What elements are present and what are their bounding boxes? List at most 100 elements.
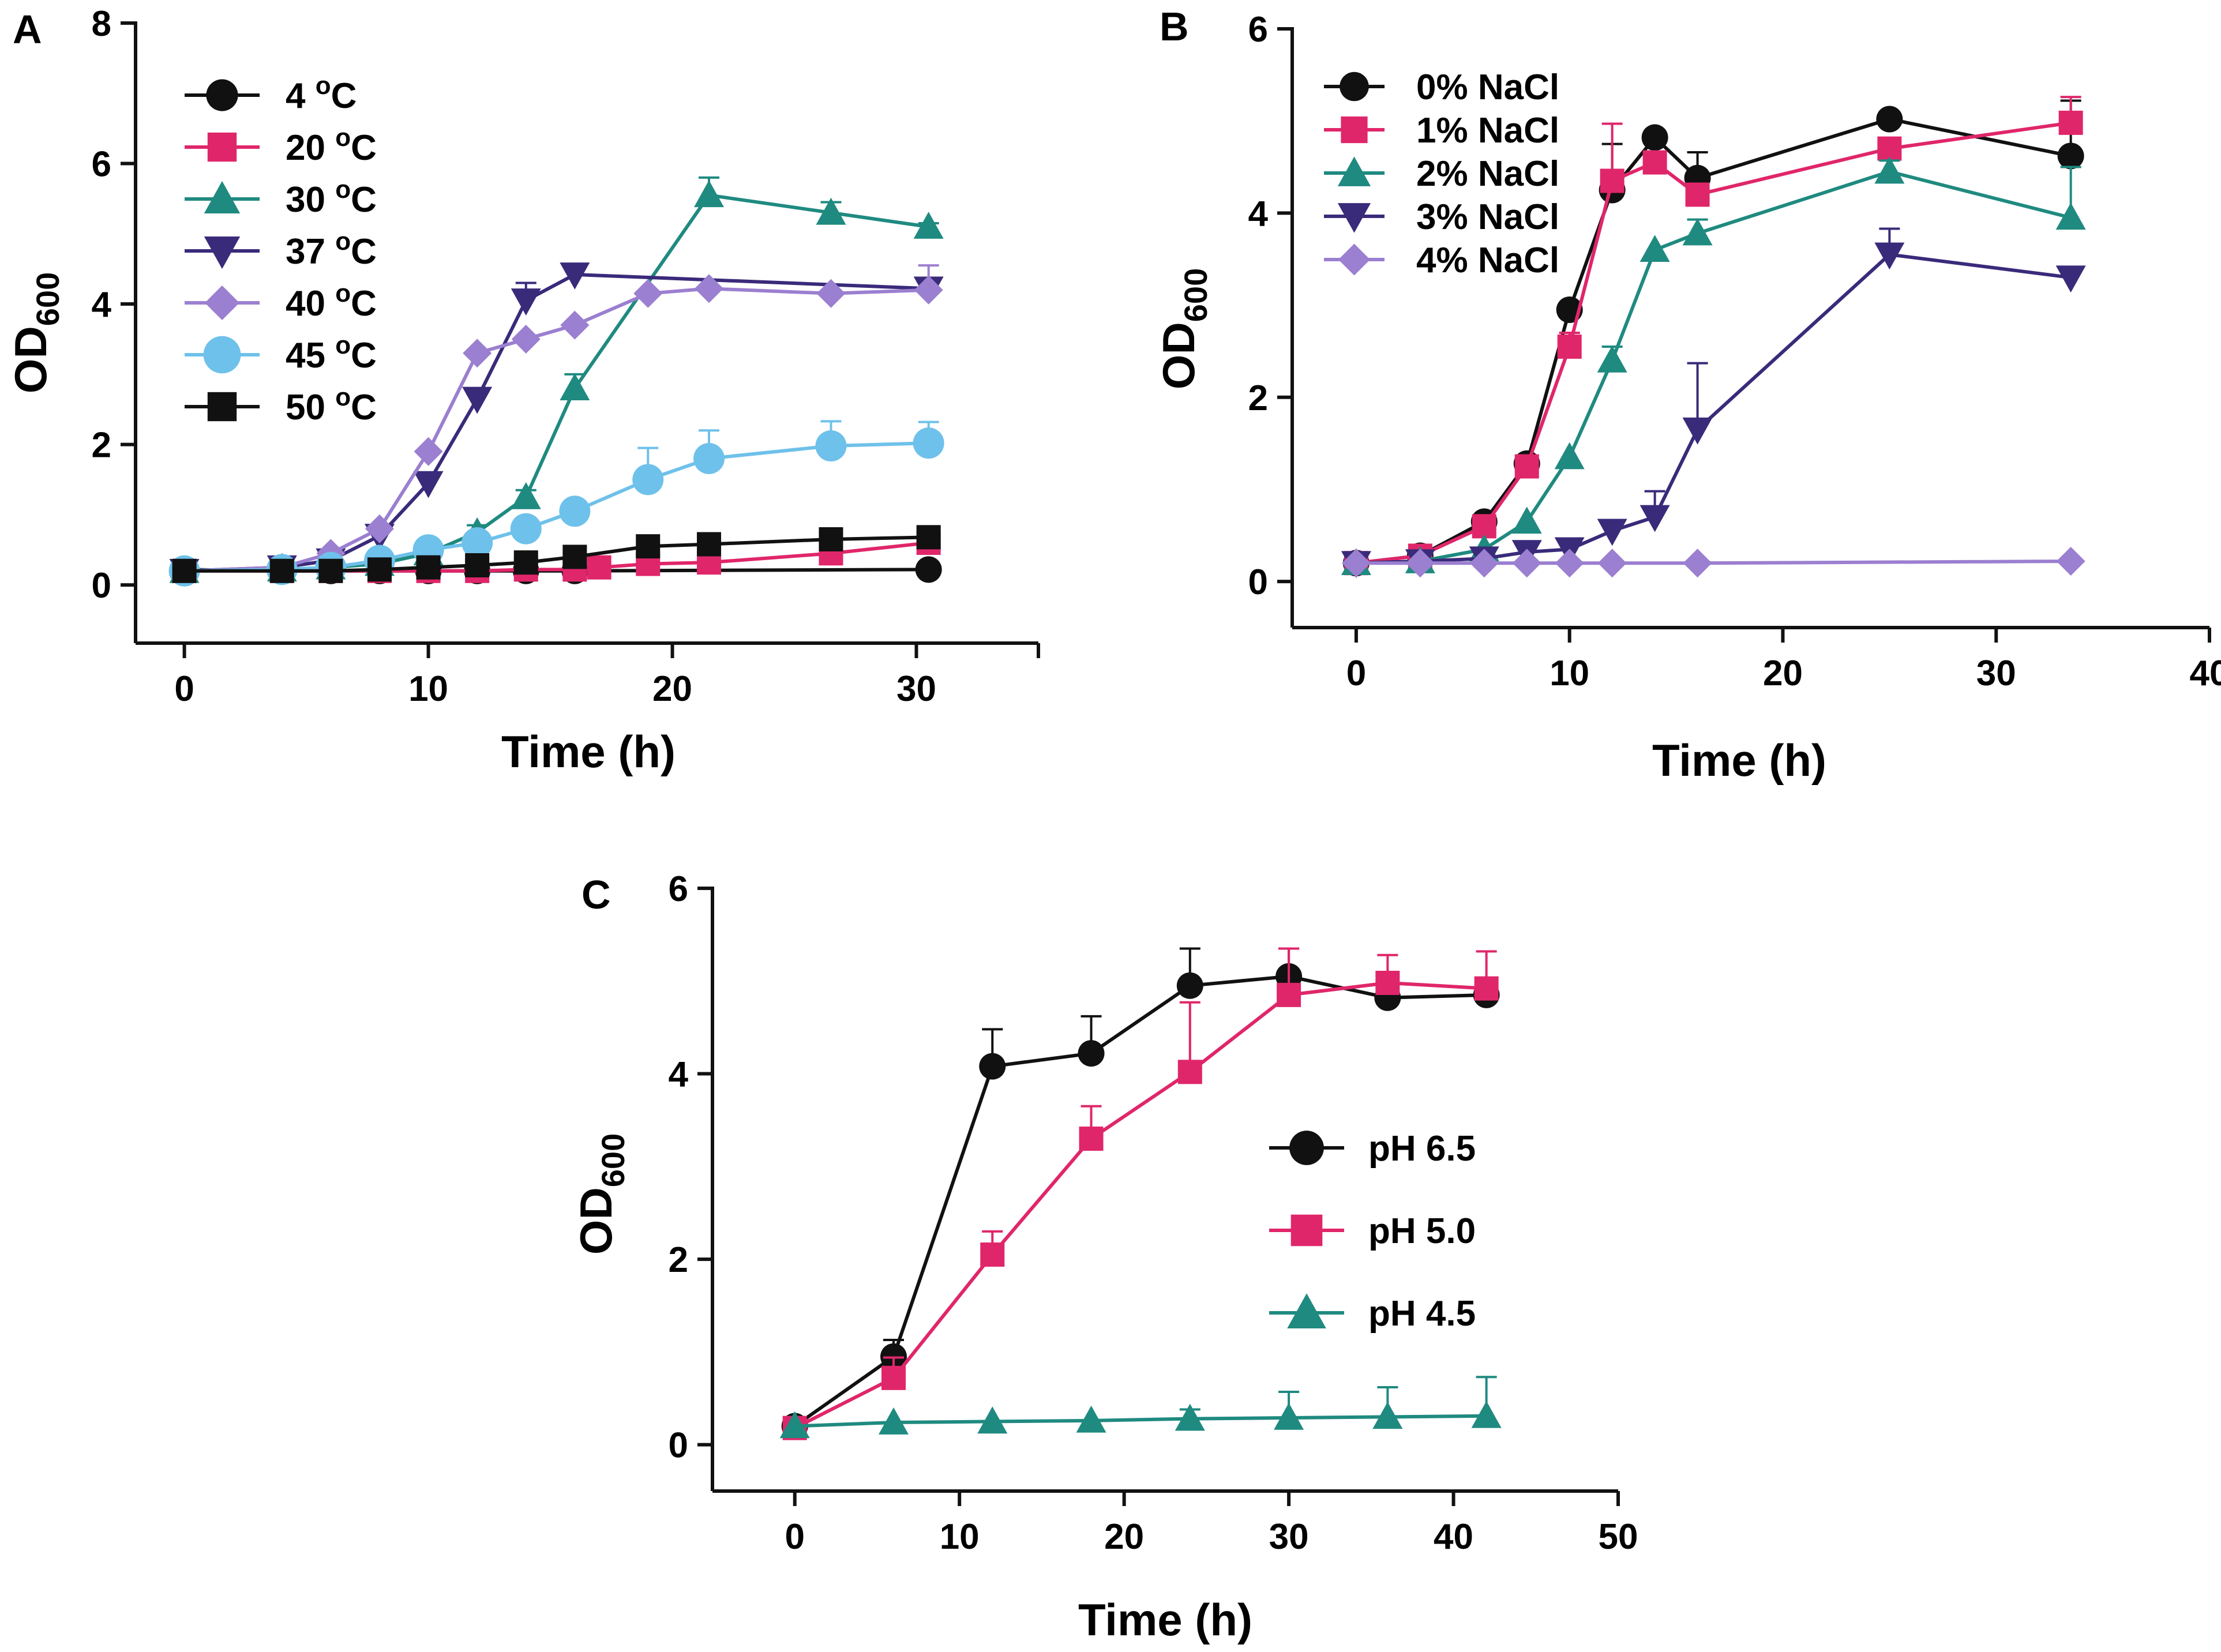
- data-point: [562, 545, 587, 569]
- legend-item: pH 6.5: [1269, 1129, 1476, 1169]
- data-point: [1512, 549, 1541, 578]
- legend-label-unit: C: [351, 388, 377, 427]
- x-axis-title: Time (h): [1078, 1594, 1252, 1645]
- series-2: [782, 947, 1499, 1440]
- x-tick-label: 0: [785, 1517, 804, 1557]
- legend-item: 20 oC: [185, 123, 377, 168]
- legend-item: 4% NaCl: [1324, 241, 1559, 280]
- data-point: [1685, 182, 1710, 207]
- data-point: [1642, 150, 1667, 175]
- data-point: [416, 555, 441, 580]
- panel-letter: A: [13, 7, 42, 52]
- data-point: [819, 527, 843, 551]
- data-point: [463, 339, 492, 368]
- legend-label: 4 oC: [286, 72, 357, 116]
- series-line: [794, 981, 1487, 1430]
- data-point: [367, 557, 392, 582]
- series-line: [184, 441, 929, 573]
- data-point: [1474, 976, 1499, 1001]
- data-point: [1876, 106, 1903, 133]
- data-point: [1076, 1405, 1106, 1433]
- data-point: [365, 514, 394, 543]
- y-tick-label: 8: [92, 4, 111, 44]
- legend-item: 37 oC: [185, 227, 377, 272]
- data-point: [1375, 970, 1400, 995]
- x-axis-title: Time (h): [501, 726, 676, 777]
- data-point: [816, 279, 846, 308]
- data-point: [1338, 243, 1370, 276]
- legend-item: 0% NaCl: [1324, 67, 1559, 107]
- legend-label-unit: C: [351, 128, 377, 168]
- x-tick-label: 40: [1434, 1517, 1473, 1557]
- data-point: [2055, 202, 2086, 230]
- x-tick-label: 30: [1976, 654, 2016, 693]
- legend-item: 50 oC: [185, 383, 377, 427]
- data-point: [1597, 549, 1627, 578]
- legend-label-main: 50: [286, 388, 335, 427]
- data-point: [560, 310, 590, 340]
- legend-label: 45 oC: [286, 331, 377, 376]
- legend-label-main: 40: [286, 284, 335, 324]
- data-point: [207, 392, 237, 422]
- legend-label-unit: C: [351, 336, 377, 376]
- legend-label: pH 6.5: [1368, 1129, 1476, 1169]
- y-tick-label: 6: [92, 145, 111, 185]
- data-point: [914, 275, 943, 305]
- data-point: [1597, 519, 1627, 546]
- y-axis-title-sub: 600: [595, 1133, 631, 1187]
- data-point: [2055, 265, 2086, 293]
- x-tick-label: 10: [940, 1517, 980, 1557]
- y-tick-label: 0: [1248, 562, 1268, 602]
- data-point: [696, 532, 721, 557]
- data-point: [1469, 549, 1499, 578]
- data-point: [2057, 142, 2084, 170]
- data-point: [462, 527, 493, 559]
- legend-label: 20 oC: [286, 123, 377, 168]
- legend-label: 50 oC: [286, 383, 377, 427]
- data-point: [915, 556, 942, 583]
- legend-label-main: pH 4.5: [1368, 1294, 1476, 1334]
- series-4: [1341, 227, 2086, 579]
- y-tick-label: 4: [669, 1055, 689, 1095]
- legend-label-degree: o: [335, 175, 351, 204]
- data-point: [815, 430, 847, 462]
- data-point: [1405, 549, 1435, 578]
- data-point: [1597, 345, 1627, 373]
- data-point: [206, 79, 238, 111]
- data-point: [977, 1406, 1008, 1434]
- data-point: [1471, 1401, 1502, 1428]
- legend-label-main: 20: [286, 128, 335, 168]
- legend-label-unit: C: [351, 180, 377, 220]
- data-point: [1079, 1127, 1104, 1151]
- data-point: [2056, 547, 2085, 576]
- data-point: [632, 464, 664, 495]
- legend-item: pH 5.0: [1269, 1211, 1476, 1251]
- legend-item: pH 4.5: [1269, 1293, 1476, 1334]
- data-point: [1557, 334, 1582, 359]
- data-point: [413, 471, 444, 498]
- x-tick-label: 30: [896, 669, 936, 709]
- y-tick-label: 4: [1248, 194, 1269, 234]
- x-tick-label: 10: [1550, 654, 1589, 693]
- legend-label-main: 37: [286, 232, 335, 272]
- data-point: [1640, 505, 1670, 532]
- data-point: [511, 288, 541, 316]
- data-point: [1682, 417, 1713, 445]
- series-7: [172, 525, 941, 583]
- series-line: [1356, 121, 2072, 565]
- y-tick-label: 6: [669, 869, 688, 909]
- data-point: [1337, 156, 1371, 186]
- legend-label-main: 4: [286, 76, 316, 116]
- legend-label-degree: o: [335, 227, 351, 256]
- legend-label: 3% NaCl: [1416, 197, 1559, 237]
- series-line: [1356, 253, 2072, 565]
- legend-label: pH 4.5: [1368, 1294, 1476, 1334]
- legend-label-main: 2% NaCl: [1416, 154, 1559, 194]
- data-point: [1682, 218, 1713, 246]
- x-tick-label: 20: [1763, 654, 1803, 693]
- x-tick-label: 50: [1599, 1517, 1638, 1557]
- legend-label: 0% NaCl: [1416, 67, 1559, 107]
- legend-label-unit: C: [351, 232, 377, 272]
